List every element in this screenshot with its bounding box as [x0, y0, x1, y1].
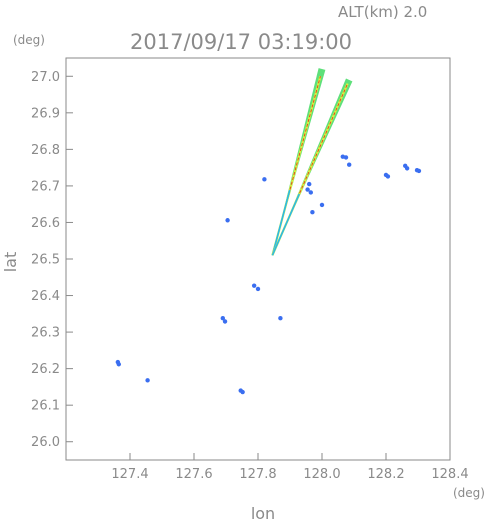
echo-point: [347, 162, 352, 167]
x-tick-label: 128.4: [431, 467, 468, 482]
y-tick-label: 26.6: [31, 216, 60, 231]
echo-point: [278, 316, 283, 321]
y-tick-label: 26.0: [31, 435, 60, 450]
beam-northeast-base: [271, 193, 301, 256]
y-tick-label: 26.4: [31, 289, 60, 304]
echo-point: [225, 218, 230, 223]
echo-point: [308, 190, 313, 195]
echo-point: [343, 155, 349, 160]
altitude-label: ALT(km) 2.0: [338, 3, 427, 21]
radar-beams: [271, 68, 353, 256]
timestamp-title: 2017/09/17 03:19:00: [130, 30, 352, 54]
y-tick-label: 26.5: [31, 253, 60, 268]
y-tick-label: 26.9: [31, 106, 60, 121]
echo-point: [310, 210, 315, 215]
echo-point: [416, 168, 422, 174]
x-tick-label: 128.2: [367, 467, 404, 482]
echo-point: [220, 316, 225, 321]
x-unit-label: (deg): [453, 486, 485, 500]
echo-point: [307, 181, 312, 187]
echo-point: [404, 166, 410, 171]
echo-point: [262, 177, 267, 182]
y-unit-label: (deg): [13, 33, 45, 47]
plot-frame: [65, 57, 451, 461]
echo-point: [305, 187, 310, 192]
echo-point: [145, 378, 150, 383]
beam-north-base: [271, 189, 291, 256]
y-axis-label: lat: [1, 252, 20, 273]
x-tick-label: 127.4: [111, 467, 148, 482]
echo-point: [116, 362, 122, 367]
echo-point: [255, 286, 261, 292]
y-tick-label: 26.7: [31, 179, 60, 194]
y-tick-label: 26.1: [31, 399, 60, 414]
echo-point: [319, 202, 325, 208]
x-tick-label: 128.0: [303, 467, 340, 482]
y-tick-label: 26.2: [31, 362, 60, 377]
echo-point: [385, 174, 391, 179]
x-tick-label: 127.6: [175, 467, 212, 482]
echo-point: [251, 283, 257, 288]
axis-ticks: 127.4 127.6 127.8 128.0 128.2 128.4 26.0 26.1 26…: [31, 70, 469, 482]
y-tick-label: 27.0: [31, 70, 60, 85]
y-tick-label: 26.3: [31, 326, 60, 341]
y-tick-label: 26.8: [31, 143, 60, 158]
x-axis-label: lon: [251, 504, 275, 521]
echo-points: [115, 154, 422, 395]
echo-point: [240, 389, 245, 395]
echo-point: [222, 319, 228, 324]
x-tick-label: 127.8: [239, 467, 276, 482]
